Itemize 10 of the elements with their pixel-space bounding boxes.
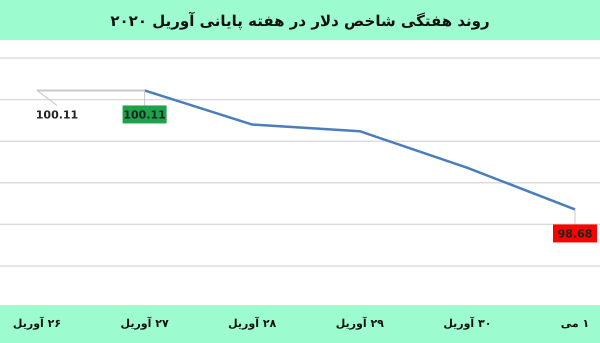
chart-title: روند هفتگی شاخص دلار در هفته پایانی آوریل ۲۰۲۰ <box>110 11 490 30</box>
x-tick-label: ۲۸ آوریل <box>228 316 277 330</box>
x-tick-label: ۲۹ آوریل <box>336 316 384 330</box>
x-tick-label: ۲۶ آوریل <box>12 316 62 330</box>
data-label: 100.11 <box>123 108 166 122</box>
x-tick-label: ۳۰ آوریل <box>443 316 492 330</box>
data-label: 100.11 <box>36 108 78 122</box>
x-tick-label: ۱ می <box>560 317 590 330</box>
data-label: 98.68 <box>558 227 592 240</box>
x-tick-label: ۲۷ آوریل <box>120 316 169 330</box>
